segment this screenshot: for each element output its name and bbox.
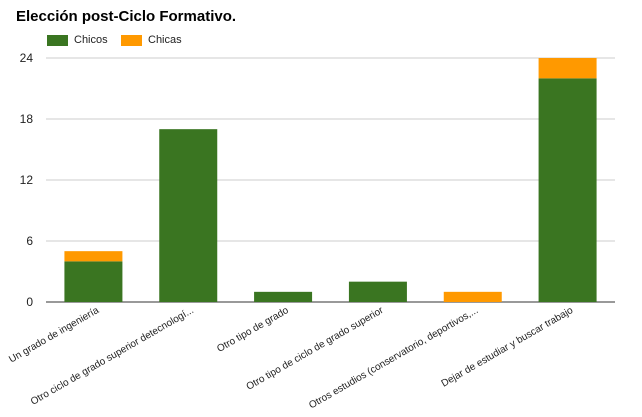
- bar-chicos-3[interactable]: [348, 281, 407, 302]
- y-axis-ticks: 0 6 12 18 24: [20, 51, 34, 309]
- x-tick-label: Otros estudios (conservatorio, deportivo…: [307, 305, 480, 411]
- bar-chicos-0[interactable]: [64, 261, 123, 302]
- x-tick-label: Otro tipo de grado: [215, 305, 291, 355]
- y-tick-label: 6: [26, 234, 33, 248]
- legend-swatch-chicos: [47, 34, 68, 46]
- legend-item-chicos[interactable]: Chicos: [47, 33, 108, 47]
- bar-chicos-1[interactable]: [159, 129, 218, 302]
- bars: [64, 58, 597, 302]
- bar-chicos-5[interactable]: [538, 78, 597, 302]
- y-tick-label: 24: [20, 51, 34, 65]
- bar-chicas-0[interactable]: [64, 251, 123, 262]
- x-tick-label: Otro ciclo de grado superior detecnologí…: [29, 305, 196, 408]
- y-tick-label: 0: [26, 295, 33, 309]
- legend-label-chicas: Chicas: [148, 34, 182, 46]
- y-tick-label: 18: [20, 112, 34, 126]
- gridlines: [46, 57, 615, 303]
- y-tick-label: 12: [20, 173, 34, 187]
- x-tick-label: Un grado de ingeniería: [7, 305, 101, 366]
- bar-chicos-2[interactable]: [254, 291, 313, 302]
- bar-chicas-4[interactable]: [443, 291, 502, 302]
- legend-item-chicas[interactable]: Chicas: [121, 33, 182, 47]
- bar-chicas-5[interactable]: [538, 58, 597, 79]
- legend-label-chicos: Chicos: [74, 34, 108, 46]
- chart-title: Elección post-Ciclo Formativo.: [16, 8, 237, 25]
- legend-swatch-chicas: [121, 34, 142, 46]
